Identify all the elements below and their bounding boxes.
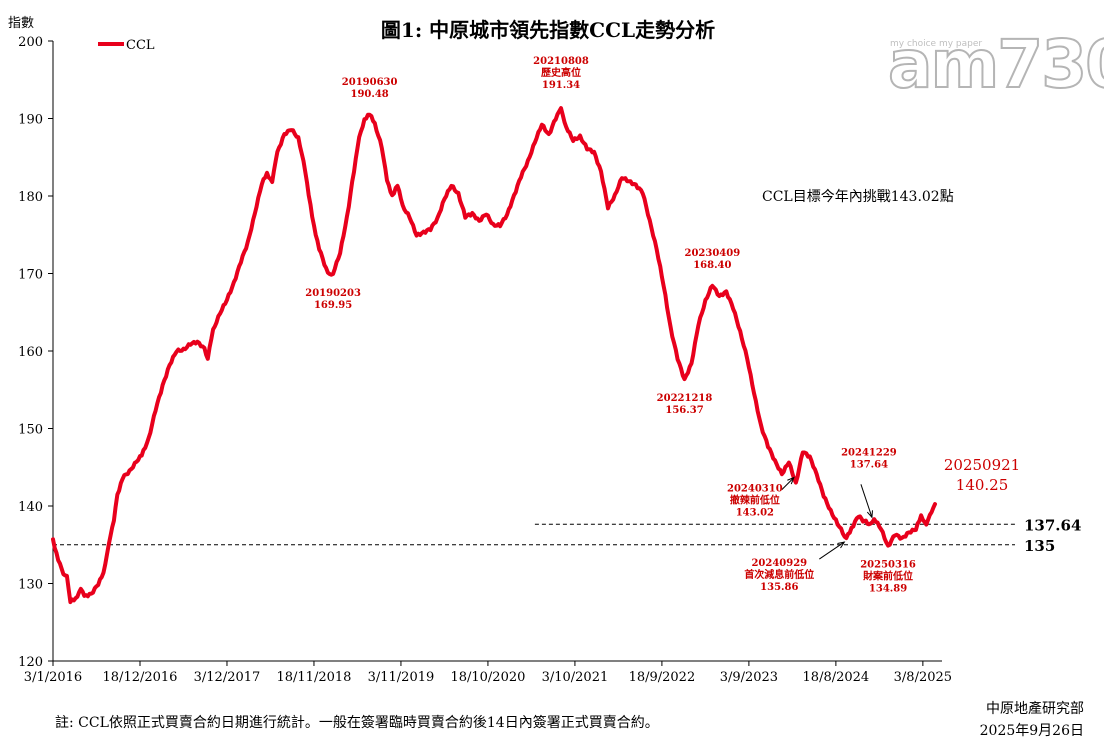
watermark-text: am730 bbox=[887, 25, 1104, 104]
series-line-ccl bbox=[51, 106, 937, 605]
x-tick-label: 18/10/2020 bbox=[450, 670, 525, 685]
annotation-arrowhead bbox=[837, 541, 846, 549]
x-tick-label: 18/9/2022 bbox=[629, 670, 696, 685]
x-tick-label: 3/12/2017 bbox=[194, 670, 261, 685]
legend-label: CCL bbox=[126, 38, 155, 53]
annotation-value: 169.95 bbox=[314, 300, 352, 311]
x-tick-label: 3/8/2025 bbox=[894, 670, 952, 685]
reference-line-label: 135 bbox=[1024, 537, 1055, 555]
x-tick-label: 3/1/2016 bbox=[24, 670, 82, 685]
x-tick-label: 3/11/2019 bbox=[368, 670, 435, 685]
y-tick-label: 170 bbox=[18, 268, 43, 283]
source-label: 中原地產研究部 bbox=[986, 700, 1084, 717]
annotation-date: 20221218 bbox=[657, 393, 713, 404]
y-tick-label: 140 bbox=[18, 500, 43, 515]
annotation-date: 20240929 bbox=[751, 558, 807, 569]
reference-lines: 137.64 135 bbox=[53, 516, 1081, 555]
annotation-date: 20190203 bbox=[305, 288, 361, 299]
y-tick-label: 130 bbox=[18, 578, 43, 593]
watermark-logo bbox=[884, 0, 1104, 118]
annotation-date: 20241229 bbox=[841, 447, 897, 458]
annotation-date: 20250316 bbox=[860, 560, 916, 571]
x-tick-label: 18/12/2016 bbox=[103, 670, 178, 685]
annotation-date: 20190630 bbox=[342, 77, 398, 88]
x-tick-label: 3/10/2021 bbox=[542, 670, 609, 685]
footnote: 註: CCL依照正式買賣合約日期進行統計。一般在簽署臨時買賣合約後14日內簽署正… bbox=[55, 714, 659, 731]
y-tick-label: 190 bbox=[18, 113, 43, 128]
series-layer bbox=[51, 106, 937, 605]
y-tick-label: 120 bbox=[18, 655, 43, 670]
x-tick-label: 18/8/2024 bbox=[803, 670, 870, 685]
annotation-arrowhead bbox=[866, 510, 873, 519]
y-tick-label: 150 bbox=[18, 423, 43, 438]
y-tick-label: 180 bbox=[18, 190, 43, 205]
annotation-date: 20230409 bbox=[685, 248, 741, 259]
annotation-value: 134.89 bbox=[869, 584, 907, 595]
annotation-value: 191.34 bbox=[542, 80, 580, 91]
reference-line-label: 137.64 bbox=[1024, 516, 1081, 534]
x-tick-label: 18/11/2018 bbox=[276, 670, 351, 685]
annotation-note: 歷史高位 bbox=[541, 66, 581, 79]
annotation-date: 20240310 bbox=[727, 484, 783, 495]
annotation-note: 財案前低位 bbox=[862, 570, 913, 583]
annotation-arrowhead bbox=[787, 476, 795, 485]
annotation-note: 首次減息前低位 bbox=[744, 568, 814, 581]
x-axis: 3/1/2016 18/12/2016 3/12/2017 18/11/2018 3/1… bbox=[24, 660, 952, 685]
annotation-value: 140.25 bbox=[956, 476, 1009, 494]
annotation-arrow bbox=[819, 541, 845, 560]
watermark-tagline: my choice my paper bbox=[890, 39, 983, 49]
annotation-note: 撤辣前低位 bbox=[730, 494, 780, 507]
target-note: CCL目標今年內挑戰143.02點 bbox=[762, 189, 954, 205]
x-tick-label: 3/9/2023 bbox=[720, 670, 778, 685]
y-axis-label: 指數 bbox=[8, 16, 34, 31]
date-label: 2025年9月26日 bbox=[980, 723, 1084, 739]
y-tick-label: 200 bbox=[18, 35, 43, 50]
y-tick-label: 160 bbox=[18, 345, 43, 360]
annotation-value: 137.64 bbox=[850, 459, 888, 470]
annotation-value: 135.86 bbox=[760, 582, 798, 593]
annotation-date: 20250921 bbox=[944, 456, 1020, 474]
annotation-arrow bbox=[781, 477, 795, 490]
annotation-value: 143.02 bbox=[736, 508, 774, 519]
annotation-date: 20210808 bbox=[533, 56, 589, 67]
annotation-value: 156.37 bbox=[665, 405, 703, 416]
chart-title: 圖1: 中原城市領先指數CCL走勢分析 bbox=[381, 18, 715, 42]
annotation-value: 190.48 bbox=[350, 89, 388, 100]
annotation-arrow bbox=[860, 484, 873, 518]
legend: CCL bbox=[98, 38, 155, 53]
y-axis: 120 130 140 150 160 170 180 190 200 bbox=[18, 35, 54, 670]
annotation-value: 168.40 bbox=[693, 260, 731, 271]
